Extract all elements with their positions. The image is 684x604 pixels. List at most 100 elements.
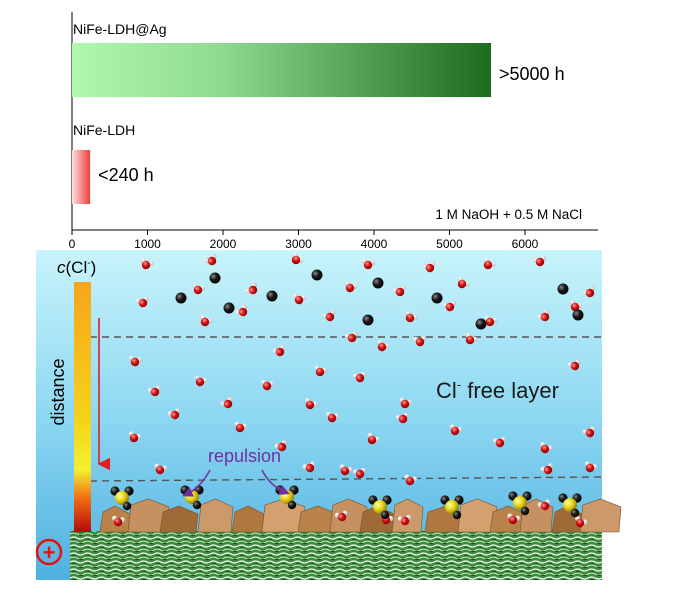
water-molecule [314,365,328,377]
water-molecule [540,462,553,475]
x-tick-label: 6000 [512,237,539,251]
adsorbed-oxyanion [440,495,464,520]
water-molecule [111,515,126,527]
water-molecule [465,332,478,345]
catalyst-flake [489,505,527,533]
water-molecule [235,304,248,317]
water-molecule [397,514,412,526]
water-molecule [395,412,409,424]
distance-label: distance [48,358,68,425]
repulsion-arrow-left [182,469,211,497]
catalyst-flake [457,498,498,533]
water-molecule [352,371,367,383]
water-molecule [344,331,358,343]
catalyst-flake [197,498,234,533]
value-label-ldh: <240 h [98,165,154,185]
water-molecule [334,510,348,522]
adsorbed-oxyanion [110,486,134,511]
water-molecule [392,285,406,297]
x-tick-label: 3000 [285,237,312,251]
water-molecule [584,461,598,473]
water-molecule [442,300,457,312]
category-label-ag: NiFe-LDH@Ag [73,21,167,37]
positive-sign: + [43,540,56,565]
water-molecule [413,336,427,347]
bar-ag [72,43,492,97]
chloride-ion [209,272,221,284]
water-molecule [582,426,596,438]
chloride-ion [223,302,235,314]
water-molecule [540,441,553,454]
schematic: c(Cl-) distance Cl- free layer repulsion… [35,250,622,580]
x-tick-label: 2000 [210,237,237,251]
water-molecule [567,359,581,371]
water-molecule [322,310,336,322]
water-molecule [167,408,181,420]
water-molecule [532,255,547,267]
catalyst-flake [579,498,622,533]
water-molecule [204,253,217,266]
repulsion-label: repulsion [208,446,281,466]
water-molecule [194,375,208,387]
catalyst-flake [297,505,339,533]
x-ticks: 0 1000 2000 3000 4000 5000 6000 [69,230,539,251]
electrolyte-annotation: 1 M NaOH + 0.5 M NaCl [435,207,582,222]
water-molecule [292,293,307,305]
water-molecule [405,310,418,323]
water-molecule [154,463,168,475]
water-molecule [537,309,550,322]
gradient-label: c(Cl-) [57,258,96,277]
chloride-ion [572,309,584,321]
chloride-ion [557,283,569,295]
water-molecule [192,283,206,295]
chloride-ion [311,269,323,281]
water-molecule [492,436,507,448]
water-molecule [399,397,413,409]
chloride-ion [266,290,278,302]
water-molecule [272,344,285,357]
water-molecule [302,461,316,473]
water-molecule [305,397,318,410]
bar-chart: 0 1000 2000 3000 4000 5000 6000 NiFe-LDH@Ag >5… [69,12,598,251]
water-molecule [325,411,340,423]
water-molecule [352,467,367,479]
free-layer-bottom-boundary [89,476,603,482]
repulsion-arrow-right [261,469,290,495]
water-molecule [582,285,595,298]
water-molecule [128,355,143,367]
adsorbed-oxyanion [368,495,392,520]
water-molecule [367,432,380,445]
water-molecule [484,315,498,327]
water-molecule [457,276,470,289]
positive-electrode-icon [35,538,63,566]
water-molecule [291,252,304,265]
free-layer-label: Cl- free layer [436,377,559,403]
chloride-ion [372,277,384,289]
chloride-ion [475,318,487,330]
chloride-ion [362,314,374,326]
water-molecule [344,281,358,293]
water-molecule [483,257,496,270]
catalyst-flake [159,505,199,533]
x-tick-label: 0 [69,237,76,251]
x-tick-label: 1000 [134,237,161,251]
water-molecule [449,424,463,436]
water-molecule [377,339,390,352]
catalyst-flake [231,505,265,533]
water-molecule [339,464,353,476]
concentration-gradient-bar [74,282,91,532]
adsorbed-oxyanion [558,493,582,518]
adsorbed-oxyanion [508,491,532,516]
water-molecule [404,474,418,486]
electrode [70,531,602,580]
water-molecule [569,300,583,312]
catalyst-flake [329,498,368,533]
water-molecule [422,261,436,273]
water-molecule [260,379,275,391]
x-tick-label: 4000 [361,237,388,251]
water-molecule [507,513,521,525]
water-molecule [135,296,150,308]
catalyst-flakes [99,498,622,533]
bar-ldh [72,150,91,204]
